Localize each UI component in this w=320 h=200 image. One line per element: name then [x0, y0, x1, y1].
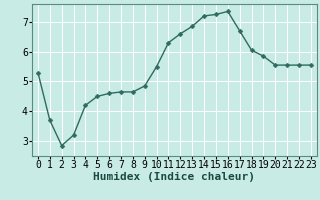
X-axis label: Humidex (Indice chaleur): Humidex (Indice chaleur)	[93, 172, 255, 182]
